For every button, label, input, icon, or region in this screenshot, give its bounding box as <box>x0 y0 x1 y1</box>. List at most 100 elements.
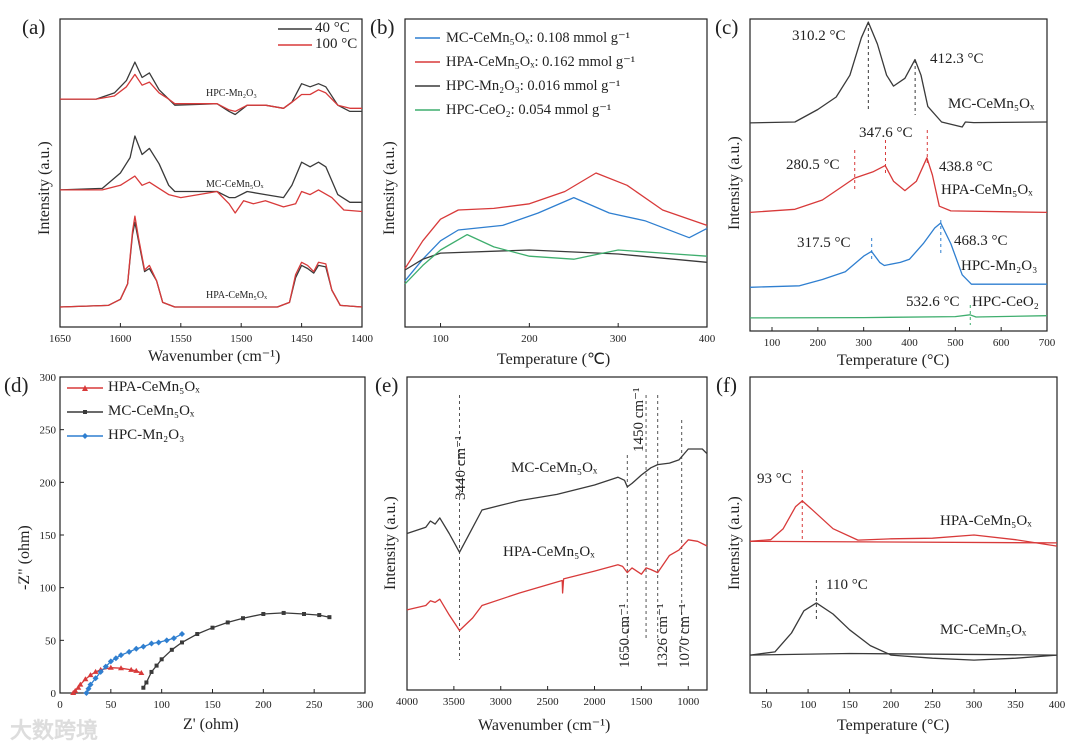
legend-40c: 40 °C <box>315 20 350 36</box>
x-tick-label: 150 <box>204 699 221 711</box>
y-axis-title-a: Intensity (a.u.) <box>36 141 53 235</box>
x-tick-label: 350 <box>1007 699 1024 711</box>
data-point <box>144 680 149 685</box>
x-tick-label: 700 <box>1039 337 1056 349</box>
data-point <box>97 668 104 675</box>
x-tick-label: 2000 <box>584 696 607 708</box>
legend-b-mc: MC-CeMn₅Oₓ: 0.108 mmol g⁻¹ <box>446 30 630 46</box>
data-point <box>82 676 89 682</box>
series-line <box>85 633 183 694</box>
x-tick-label: 3500 <box>443 696 466 708</box>
series-line <box>749 222 1047 288</box>
data-point <box>327 615 332 620</box>
x-tick-label: 2500 <box>537 696 560 708</box>
data-point <box>302 612 306 616</box>
watermark: 大数跨境 <box>10 719 99 744</box>
x-tick-label: 100 <box>153 699 170 711</box>
peak-label: 1070 cm⁻¹ <box>677 603 693 669</box>
data-point <box>195 632 200 637</box>
series-line <box>749 540 1058 544</box>
data-point <box>179 631 185 638</box>
peak-label: 412.3 °C <box>930 51 984 67</box>
series-label: MC-CeMn₅Oₓ <box>940 622 1027 638</box>
legend-d-hpc: HPC-Mn₂O₃ <box>108 427 185 443</box>
y-tick-label: 150 <box>40 530 57 542</box>
series-line <box>404 172 708 269</box>
series-label: HPC-Mn₂O₃ <box>961 258 1038 274</box>
series-line <box>749 500 1058 547</box>
data-point <box>159 657 164 662</box>
x-tick-label: 1000 <box>677 696 700 708</box>
panel-label-b: (b) <box>370 15 395 39</box>
data-point <box>210 625 215 630</box>
x-tick-label: 1600 <box>109 333 132 345</box>
data-point <box>163 637 170 644</box>
peak-label: 347.6 °C <box>859 125 913 141</box>
annotation-mc-cemn5ox: MC-CeMn₅Oₓ <box>206 179 264 190</box>
y-tick-label: 200 <box>40 477 57 489</box>
data-point <box>72 687 79 693</box>
peak-label: 3440 cm⁻¹ <box>453 435 469 501</box>
x-tick-label: 50 <box>105 699 117 711</box>
x-tick-label: 1550 <box>170 333 193 345</box>
y-tick-label: 50 <box>45 635 57 647</box>
series-line <box>749 157 1048 214</box>
data-point <box>133 667 140 673</box>
x-tick-label: 200 <box>883 699 900 711</box>
y-axis-title-b: Intensity (a.u.) <box>381 141 398 235</box>
x-tick-label: 250 <box>306 699 323 711</box>
data-point <box>138 669 145 675</box>
plot-frame <box>404 18 708 328</box>
x-axis-title-a: Wavenumber (cm⁻¹) <box>148 348 281 365</box>
y-tick-label: 300 <box>40 372 57 384</box>
annotation-hpc-mn2o3: HPC-Mn₂O₃ <box>206 88 257 99</box>
data-point <box>112 655 119 662</box>
series-line <box>749 602 1058 661</box>
plot-frame <box>749 18 1048 332</box>
series-line <box>749 652 1058 656</box>
plot-frame <box>59 18 363 328</box>
y-axis-title-e: Intensity (a.u.) <box>382 496 399 590</box>
legend-b-hpa: HPA-CeMn₅Oₓ: 0.162 mmol g⁻¹ <box>446 54 636 70</box>
data-point <box>102 663 109 670</box>
x-axis-title-c: Temperature (°C) <box>837 352 950 369</box>
data-point <box>87 681 94 688</box>
x-tick-label: 300 <box>855 337 872 349</box>
x-axis-title-f: Temperature (°C) <box>837 717 950 734</box>
x-tick-label: 300 <box>966 699 983 711</box>
series-line <box>404 249 708 271</box>
data-point <box>169 647 174 652</box>
peak-label: 1326 cm⁻¹ <box>655 603 671 669</box>
plot-frame <box>59 376 366 694</box>
y-axis-title-c: Intensity (a.u.) <box>726 136 743 230</box>
x-tick-label: 100 <box>764 337 781 349</box>
series-label: MC-CeMn₅Oₓ <box>948 96 1035 112</box>
x-tick-label: 1650 <box>49 333 72 345</box>
x-tick-label: 150 <box>841 699 858 711</box>
legend-d-mc: MC-CeMn₅Oₓ <box>108 403 195 419</box>
x-tick-label: 1500 <box>630 696 653 708</box>
data-point <box>126 648 133 655</box>
data-point <box>92 668 99 674</box>
series-line <box>406 539 708 632</box>
y-tick-label: 0 <box>51 688 57 700</box>
series-line <box>406 448 708 553</box>
data-point <box>128 666 135 672</box>
x-axis-title-e: Wavenumber (cm⁻¹) <box>478 717 611 734</box>
x-axis-title-d: Z' (ohm) <box>183 716 239 733</box>
series-label: HPC-CeO₂ <box>972 294 1039 310</box>
series-label: HPA-CeMn₅Oₓ <box>941 182 1033 198</box>
x-tick-label: 300 <box>357 699 374 711</box>
data-point <box>75 684 82 690</box>
legend-d-hpa: HPA-CeMn₅Oₓ <box>108 379 200 395</box>
y-tick-label: 250 <box>40 425 57 437</box>
series-line <box>142 612 330 689</box>
panel-label-c: (c) <box>715 15 739 39</box>
series-line <box>749 21 1048 128</box>
series-label: MC-CeMn₅Oₓ <box>511 460 598 476</box>
panel-label-e: (e) <box>375 373 399 397</box>
series-label: HPA-CeMn₅Oₓ <box>940 513 1032 529</box>
x-tick-label: 100 <box>432 333 449 345</box>
data-point <box>107 664 114 670</box>
